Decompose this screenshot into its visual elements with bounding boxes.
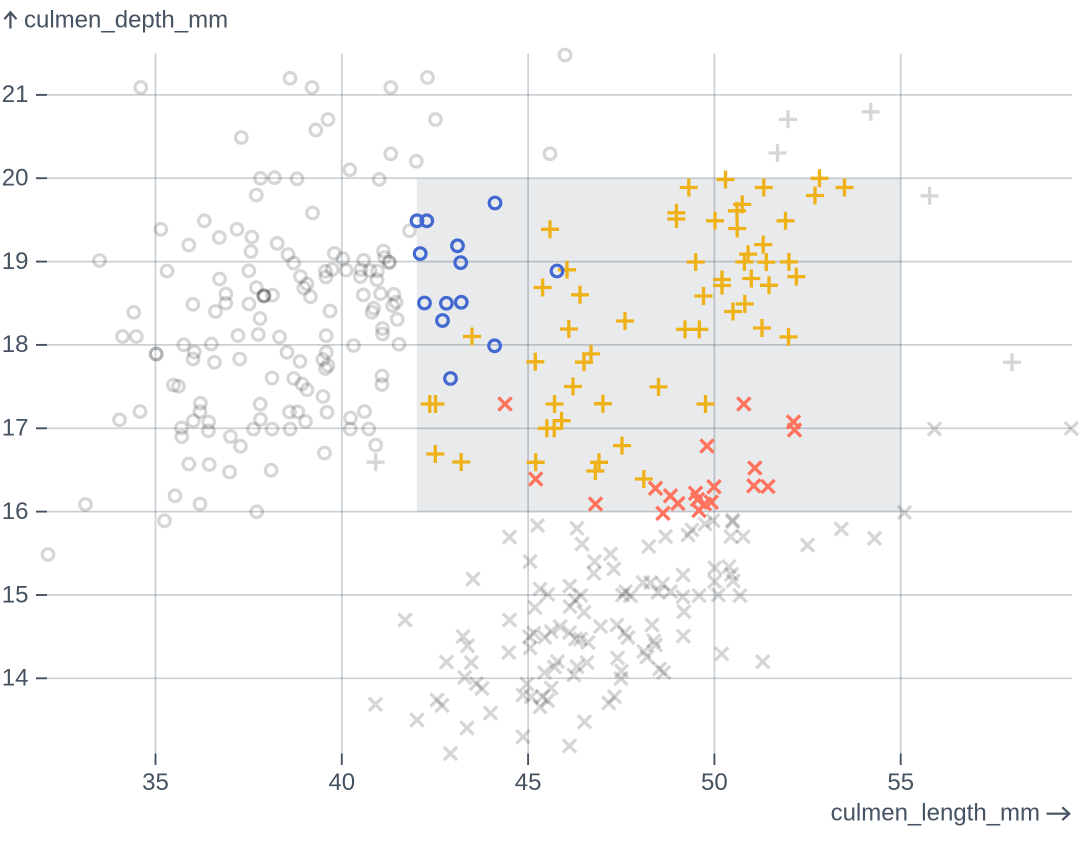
- svg-text:culmen_depth_mm: culmen_depth_mm: [24, 7, 228, 34]
- svg-text:55: 55: [887, 769, 914, 796]
- svg-text:20: 20: [2, 165, 29, 192]
- svg-text:35: 35: [142, 769, 169, 796]
- svg-text:14: 14: [2, 665, 29, 692]
- svg-text:17: 17: [2, 415, 29, 442]
- svg-text:16: 16: [2, 498, 29, 525]
- svg-text:15: 15: [2, 581, 29, 608]
- svg-text:45: 45: [515, 769, 542, 796]
- svg-text:culmen_length_mm: culmen_length_mm: [831, 800, 1040, 827]
- svg-text:50: 50: [701, 769, 728, 796]
- svg-text:19: 19: [2, 248, 29, 275]
- svg-text:40: 40: [328, 769, 355, 796]
- svg-text:21: 21: [2, 81, 29, 108]
- svg-text:18: 18: [2, 331, 29, 358]
